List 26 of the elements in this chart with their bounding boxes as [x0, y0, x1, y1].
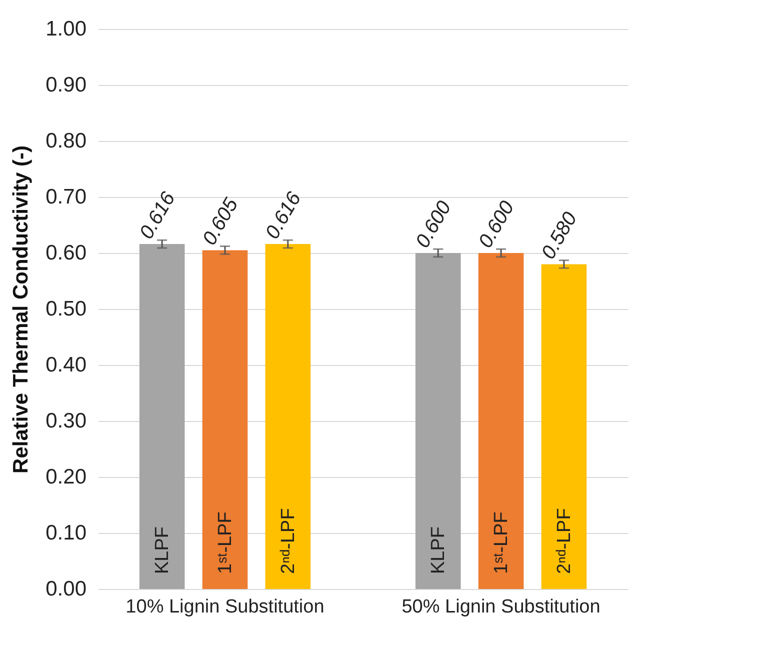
series-label: KLPF	[428, 526, 450, 574]
y-tick-label: 0.10	[46, 522, 86, 544]
y-tick-label: 0.40	[46, 354, 86, 376]
bar	[202, 250, 248, 589]
y-tick-label: 0.00	[46, 578, 86, 600]
y-tick-label: 0.50	[46, 298, 86, 320]
series-label: 1ˢᵗ-LPF	[491, 512, 512, 574]
x-tick-label: 50% Lignin Substitution	[402, 596, 600, 618]
bar	[478, 253, 524, 589]
text: KLPF	[152, 526, 174, 574]
text: 1ˢᵗ-LPF	[214, 512, 236, 574]
bar	[541, 264, 587, 589]
y-tick-label: 1.00	[46, 18, 86, 40]
y-axis-title: Relative Thermal Conductivity (-)	[10, 146, 33, 474]
bar	[415, 253, 461, 589]
series-label: 2ⁿᵈ-LPF	[278, 508, 299, 574]
bar	[139, 244, 185, 589]
bar	[265, 244, 311, 589]
y-tick-label: 0.30	[46, 410, 86, 432]
y-tick-label: 0.20	[46, 466, 86, 488]
text: 2ⁿᵈ-LPF	[554, 508, 575, 574]
y-tick-label: 0.90	[46, 74, 86, 96]
y-tick-label: 0.60	[46, 242, 86, 264]
y-tick-label: 0.80	[46, 130, 86, 152]
x-tick-label: 10% Lignin Substitution	[126, 596, 324, 618]
y-tick-label: 0.70	[46, 186, 86, 208]
